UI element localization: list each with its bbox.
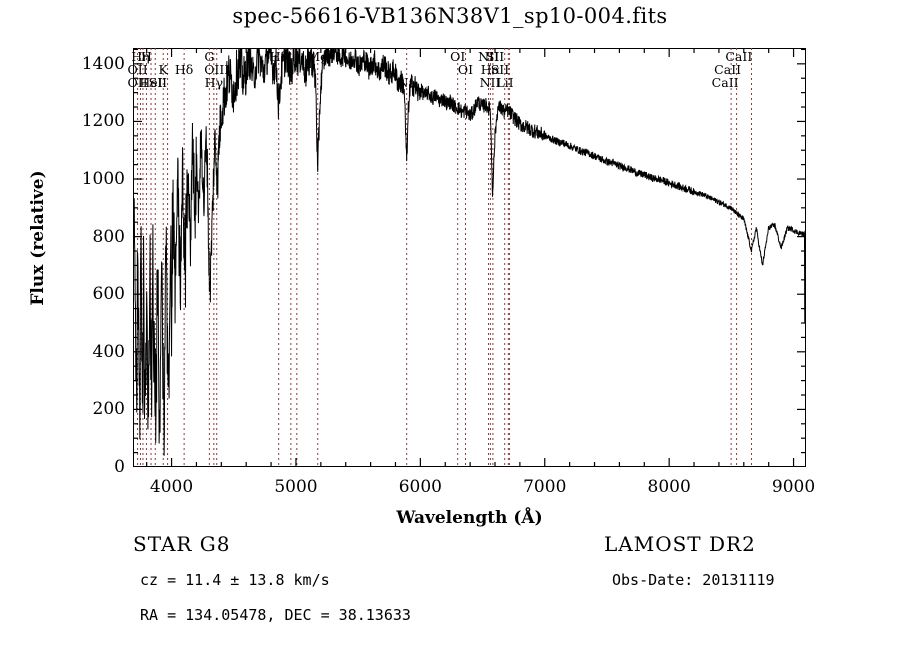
x-tick-label: 8000 [647,477,691,497]
y-axis-title: Flux (relative) [28,170,48,306]
x-tick-label: 5000 [274,477,318,497]
y-tick-label: 200 [92,399,125,420]
survey-name-text: LAMOST DR2 [604,532,756,556]
spectral-line-label: Na [397,75,416,90]
page-title: spec-56616-VB136N38V1_sp10-004.fits [232,4,668,28]
y-tick-label: 600 [92,284,125,305]
spectrum-canvas [133,48,806,467]
spectral-line-label: CaII [711,75,739,90]
spectral-line-label: LiI [496,75,514,90]
spectral-line-label: Hγ [204,75,224,90]
spectral-line-label: NII [479,75,501,90]
x-tick-label: 9000 [771,477,816,497]
spectral-line-label: OII [127,75,148,90]
y-tick-label: 0 [114,457,125,477]
x-tick-label: 4000 [149,477,194,497]
spectral-line-label: NII [478,49,499,64]
y-tick-label: 1000 [81,169,125,190]
x-tick-label: 6000 [398,477,442,497]
x-tick-label: 7000 [523,477,567,497]
spectral-line-label: OI [457,62,474,77]
spectral-line-label: HeI [139,75,163,90]
coordinates-text: RA = 134.05478, DEC = 38.13633 [140,606,411,624]
spectral-line-label: CaII [725,49,753,64]
y-tick-label: 1400 [81,53,125,74]
spectral-line-label: G [204,49,215,64]
spectral-line-label: SII [490,62,510,77]
spectral-line-label: H [140,49,152,64]
spectral-line-label: OI [450,49,466,64]
y-tick-label: 1200 [81,111,125,132]
spectral-line-label: Hη [131,49,150,64]
spectrum-trace [133,48,806,456]
y-tick-label: 400 [92,341,125,362]
x-axis-title: Wavelength (Å) [396,508,543,528]
spectral-line-label: CaII [714,62,742,77]
y-tick-label: 800 [92,226,125,247]
marker-lines-group [137,48,753,467]
spectral-line-label: Hα [480,62,501,77]
object-class-text: STAR G8 [133,532,231,556]
spectral-line-label: K [158,62,168,77]
spectral-line-label: OII [127,62,148,77]
spectral-line-label: Hβ [269,49,288,64]
obs-date-text: Obs-Date: 20131119 [612,571,775,589]
plot-area: Hη H G Hβ Mg OI NII SII CaII OII K Hδ OIII OI Hα SII CaI… [128,48,806,467]
spectral-line-label: OIII [204,62,230,77]
spectral-line-label: Hδ [174,62,194,77]
spectral-line-label: Mg [307,49,329,64]
spectral-line-label: SII [148,75,168,90]
axis-ticks-group [133,48,806,467]
spectral-line-label: SII [485,49,505,64]
redshift-velocity-text: cz = 11.4 ± 13.8 km/s [140,571,330,589]
